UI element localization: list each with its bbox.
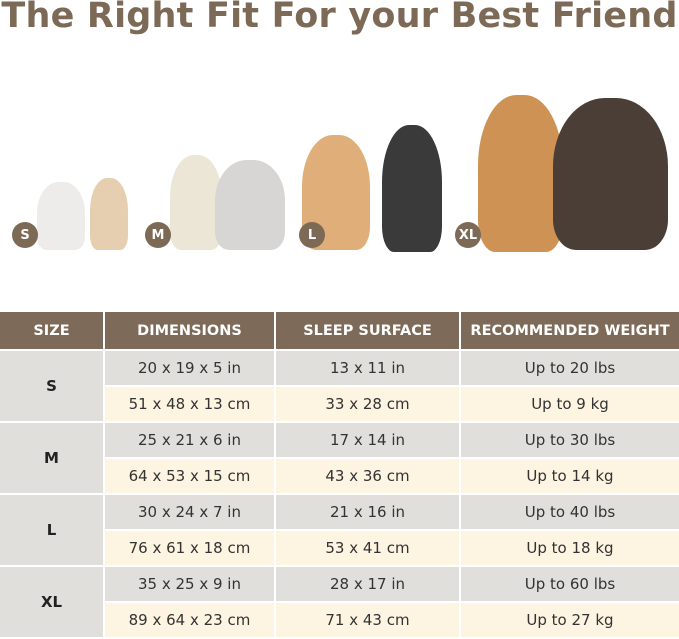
- header-size: SIZE: [0, 312, 105, 351]
- metric-cell: 64 x 53 x 15 cm: [103, 457, 276, 495]
- golden-retriever-image: [478, 95, 563, 252]
- table-row-imperial: M 25 x 21 x 6 in 17 x 14 in Up to 30 lbs: [0, 421, 679, 495]
- border-collie-image: [382, 125, 442, 252]
- imperial-cell: Up to 20 lbs: [459, 349, 679, 387]
- metric-cell: Up to 18 kg: [459, 529, 679, 567]
- imperial-cell: 25 x 21 x 6 in: [103, 421, 276, 459]
- imperial-cell: 30 x 24 x 7 in: [103, 493, 276, 531]
- imperial-cell: 28 x 17 in: [274, 565, 461, 603]
- header-dimensions: DIMENSIONS: [103, 312, 276, 351]
- metric-cell: 43 x 36 cm: [274, 457, 461, 495]
- size-badge-l: L: [299, 222, 325, 248]
- size-cell: L: [0, 493, 105, 567]
- size-badge-m: M: [145, 222, 171, 248]
- table-row-imperial: L 30 x 24 x 7 in 21 x 16 in Up to 40 lbs: [0, 493, 679, 567]
- metric-cell: 71 x 43 cm: [274, 601, 461, 639]
- metric-cell: 51 x 48 x 13 cm: [103, 385, 276, 423]
- table-row-metric: 64 x 53 x 15 cm 43 x 36 cm Up to 14 kg: [0, 457, 679, 495]
- imperial-cell: 13 x 11 in: [274, 349, 461, 387]
- metric-cell: 33 x 28 cm: [274, 385, 461, 423]
- imperial-cell: Up to 60 lbs: [459, 565, 679, 603]
- size-badge-xl: XL: [455, 222, 481, 248]
- metric-cell: Up to 27 kg: [459, 601, 679, 639]
- metric-cell: Up to 9 kg: [459, 385, 679, 423]
- size-cell: S: [0, 349, 105, 423]
- header-recommended-weight: RECOMMENDED WEIGHT: [459, 312, 679, 351]
- collie-image: [553, 98, 668, 250]
- chihuahua-image: [90, 178, 128, 250]
- table-row-metric: 51 x 48 x 13 cm 33 x 28 cm Up to 9 kg: [0, 385, 679, 423]
- table-row-metric: 89 x 64 x 23 cm 71 x 43 cm Up to 27 kg: [0, 601, 679, 639]
- cat-image: [37, 182, 85, 250]
- imperial-cell: Up to 30 lbs: [459, 421, 679, 459]
- imperial-cell: 35 x 25 x 9 in: [103, 565, 276, 603]
- imperial-cell: Up to 40 lbs: [459, 493, 679, 531]
- metric-cell: 89 x 64 x 23 cm: [103, 601, 276, 639]
- pets-illustration: S M L XL: [0, 90, 679, 260]
- table-row-imperial: XL 35 x 25 x 9 in 28 x 17 in Up to 60 lbs: [0, 565, 679, 639]
- metric-cell: 76 x 61 x 18 cm: [103, 529, 276, 567]
- metric-cell: Up to 14 kg: [459, 457, 679, 495]
- cat-image: [215, 160, 285, 250]
- page-title: The Right Fit For your Best Friend: [1, 0, 678, 36]
- size-badge-s: S: [12, 222, 38, 248]
- metric-cell: 53 x 41 cm: [274, 529, 461, 567]
- table-row-metric: 76 x 61 x 18 cm 53 x 41 cm Up to 18 kg: [0, 529, 679, 567]
- header-sleep-surface: SLEEP SURFACE: [274, 312, 461, 351]
- size-cell: M: [0, 421, 105, 495]
- imperial-cell: 20 x 19 x 5 in: [103, 349, 276, 387]
- maltese-image: [170, 155, 222, 250]
- size-chart-table: SIZE DIMENSIONS SLEEP SURFACE RECOMMENDE…: [0, 312, 679, 639]
- imperial-cell: 17 x 14 in: [274, 421, 461, 459]
- size-cell: XL: [0, 565, 105, 639]
- table-row-imperial: S 20 x 19 x 5 in 13 x 11 in Up to 20 lbs: [0, 349, 679, 423]
- imperial-cell: 21 x 16 in: [274, 493, 461, 531]
